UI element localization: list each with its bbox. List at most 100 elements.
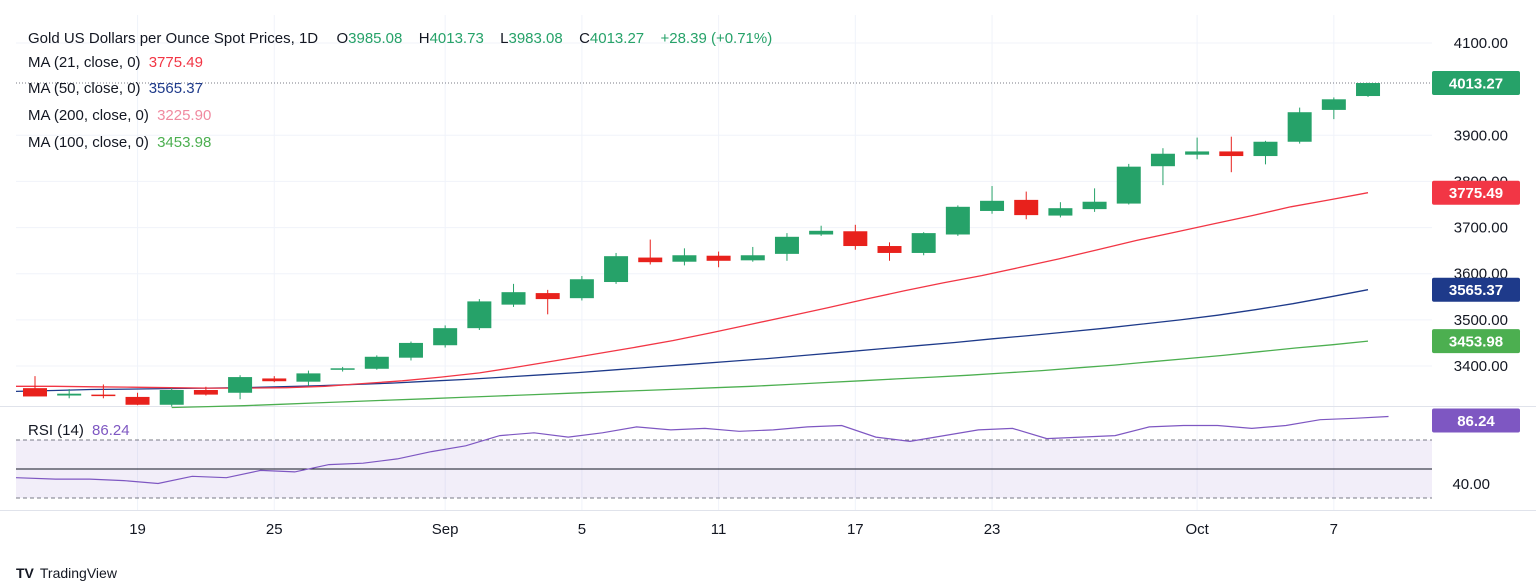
candle-body <box>501 292 526 305</box>
time-tick-label: 17 <box>847 521 864 538</box>
candle-body <box>638 257 663 263</box>
time-tick-label: 25 <box>266 521 283 538</box>
price-label-text: 3565.37 <box>1449 282 1503 299</box>
candlesticks <box>23 82 1381 407</box>
candle-body <box>364 356 389 369</box>
candle-body <box>1185 151 1210 155</box>
candle-body <box>228 377 253 393</box>
candle-body <box>398 342 423 358</box>
high-label: H <box>418 30 430 47</box>
candle-body <box>467 301 492 329</box>
candle-body <box>262 378 287 382</box>
ma50-line <box>15 289 1369 393</box>
candle-body <box>1082 201 1107 210</box>
time-tick-label: 19 <box>129 521 146 538</box>
candle-body <box>980 200 1005 211</box>
ma21-legend[interactable]: MA (21, close, 0) 3775.49 <box>28 54 203 71</box>
rsi-label-box <box>1432 408 1520 433</box>
time-tick-label: 23 <box>984 521 1001 538</box>
brand-name: TradingView <box>39 565 117 581</box>
price-tick-label: 4100.00 <box>1454 35 1508 52</box>
rsi-label-text: 86.24 <box>1457 413 1495 430</box>
time-axis[interactable]: 19 25 Sep 5 11 17 23 Oct 7 <box>129 521 1338 538</box>
rsi-legend[interactable]: RSI (14) 86.24 <box>28 422 130 439</box>
candle-body <box>433 328 458 346</box>
time-tick-label: 7 <box>1330 521 1338 538</box>
change-value: +28.39 (+0.71%) <box>660 30 773 47</box>
price-tick-label: 3900.00 <box>1454 127 1508 144</box>
tradingview-logo-icon: TV <box>16 565 34 581</box>
candle-body <box>1253 141 1278 157</box>
candle-body <box>23 388 47 397</box>
candle-body <box>91 394 116 397</box>
candle-body <box>945 206 970 235</box>
ma50-legend[interactable]: MA (50, close, 0) 3565.37 <box>28 80 203 97</box>
price-tick-label: 3500.00 <box>1454 312 1508 329</box>
candle-body <box>1356 83 1381 97</box>
candle-body <box>843 231 868 247</box>
chart-legend-main[interactable]: Gold US Dollars per Ounce Spot Prices, 1… <box>28 30 772 47</box>
candle-body <box>706 255 731 261</box>
open-value: 3985.08 <box>348 30 403 47</box>
price-label-text: 3453.98 <box>1449 334 1503 351</box>
ma200-legend[interactable]: MA (200, close, 0) 3225.90 <box>28 107 211 124</box>
candle-body <box>740 255 765 261</box>
time-tick-label: Sep <box>432 521 459 538</box>
price-label-text: 4013.27 <box>1449 76 1503 93</box>
ma50-label: MA (50, close, 0) <box>28 80 141 97</box>
rsi-label: RSI (14) <box>28 422 84 439</box>
candle-body <box>330 368 355 370</box>
time-tick-label: Oct <box>1185 521 1209 538</box>
price-label-box <box>1432 329 1520 354</box>
price-label-text: 3775.49 <box>1449 185 1503 202</box>
candle-body <box>125 396 150 405</box>
candle-body <box>911 233 936 253</box>
ma21-value: 3775.49 <box>148 54 203 71</box>
rsi-pane <box>15 415 1432 499</box>
candle-body <box>159 389 184 405</box>
candle-body <box>809 230 834 235</box>
ma100-legend[interactable]: MA (100, close, 0) 3453.98 <box>28 134 211 151</box>
price-label-box <box>1432 180 1520 205</box>
rsi-value: 86.24 <box>92 422 130 439</box>
candle-body <box>57 393 82 396</box>
chart-grid <box>0 15 1536 511</box>
price-labels: 4013.27 3775.49 3565.37 3453.98 86.24 <box>1432 71 1520 433</box>
price-label-box <box>1432 71 1520 96</box>
candle-body <box>774 236 799 254</box>
time-tick-label: 11 <box>711 521 727 538</box>
ma21-line <box>16 192 1369 389</box>
high-value: 4013.73 <box>429 30 484 47</box>
ma200-label: MA (200, close, 0) <box>28 107 149 124</box>
candle-body <box>193 389 218 395</box>
close-value: 4013.27 <box>589 30 645 47</box>
moving-average-lines <box>15 82 1432 409</box>
ma21-label: MA (21, close, 0) <box>28 54 141 71</box>
candle-body <box>296 373 321 382</box>
candle-body <box>1219 151 1244 157</box>
price-label-box <box>1432 277 1520 302</box>
open-label: O <box>336 30 349 47</box>
rsi-tick-label: 40.00 <box>1452 476 1490 493</box>
candle-body <box>535 293 560 300</box>
candle-body <box>877 246 902 253</box>
ma100-value: 3453.98 <box>157 134 212 151</box>
candle-body <box>1321 99 1346 110</box>
candle-body <box>569 279 594 299</box>
price-axis[interactable]: 4100.003900.003800.003700.003600.003500.… <box>1452 35 1508 493</box>
price-tick-label: 3700.00 <box>1454 220 1508 237</box>
ma50-value: 3565.37 <box>148 80 203 97</box>
low-label: L <box>500 30 509 47</box>
ma100-label: MA (100, close, 0) <box>28 134 149 151</box>
low-value: 3983.08 <box>508 30 563 47</box>
time-tick-label: 5 <box>578 521 586 538</box>
rsi-line <box>15 415 1389 485</box>
candle-body <box>1116 166 1141 204</box>
close-label: C <box>579 30 590 47</box>
candle-body <box>672 255 697 262</box>
candle-body <box>1014 199 1039 216</box>
ma200-value: 3225.90 <box>157 107 212 124</box>
candle-body <box>1048 208 1073 216</box>
tradingview-branding[interactable]: TV TradingView <box>16 565 117 581</box>
